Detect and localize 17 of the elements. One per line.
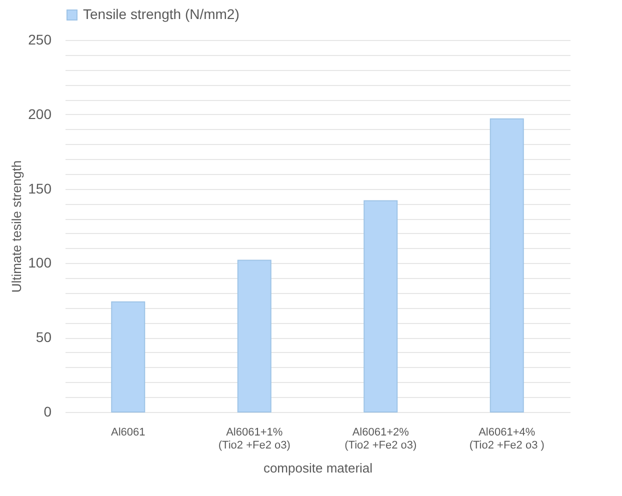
y-tick-label: 100 [28, 254, 52, 271]
x-tick-label: Al6061 [110, 426, 146, 438]
x-axis-title: composite material [263, 460, 373, 476]
y-axis-title: Ultimate tesile strength [9, 160, 24, 293]
y-tick-label: 0 [44, 404, 52, 420]
bar [111, 301, 146, 412]
x-tick-label: Al6061+4%(Tio2 +Fe2 o3 ) [469, 426, 544, 452]
y-tick-label: 50 [36, 329, 52, 346]
y-tick-label: 200 [28, 106, 52, 122]
bar [237, 260, 272, 412]
y-tick-label: 250 [28, 32, 52, 48]
x-tick-label: Al6061+2%(Tio2 +Fe2 o3) [344, 426, 417, 452]
y-tick-label: 150 [28, 180, 52, 196]
x-tick-label: Al6061+1%(Tio2 +Fe2 o3) [218, 426, 290, 452]
bar [364, 200, 398, 412]
bar [490, 118, 524, 412]
legend-label: Tensile strength (N/mm2) [83, 6, 240, 22]
